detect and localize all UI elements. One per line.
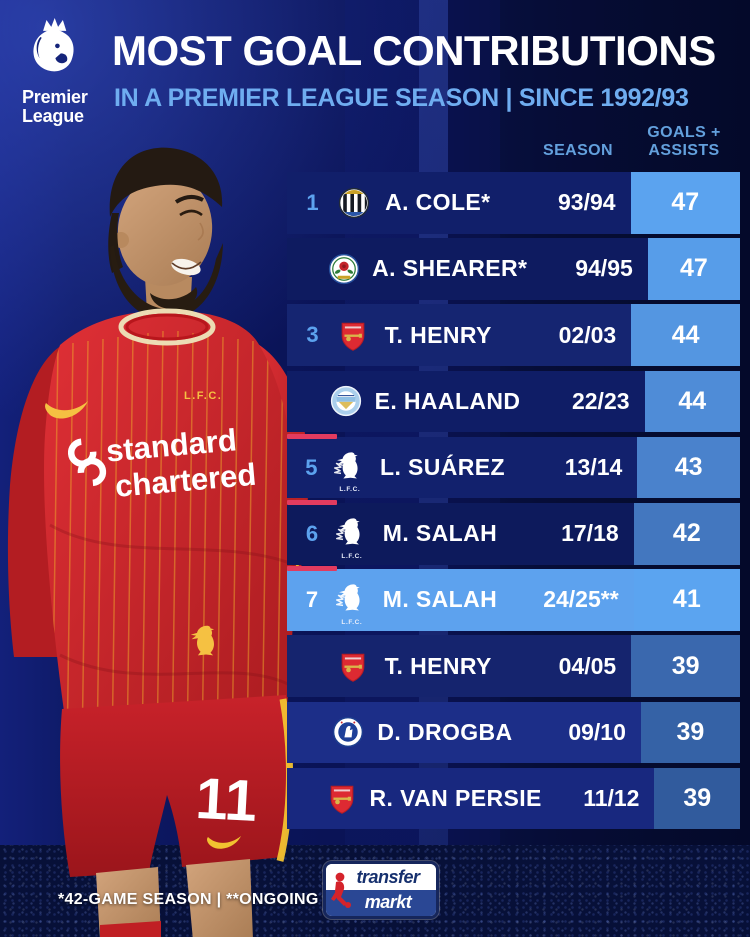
transfermarkt-player-icon: [331, 872, 351, 908]
column-header-season: SEASON: [543, 142, 613, 159]
table-row: 6 L.F.C. M. SALAH 17/18 42: [287, 499, 740, 565]
player-name: M. SALAH: [382, 586, 498, 613]
season-value: 93/94: [558, 189, 616, 216]
player-name: L. SUÁREZ: [380, 454, 505, 481]
season-value: 17/18: [561, 520, 619, 547]
club-badge-icon: [332, 172, 375, 234]
premier-league-logo: Premier League: [22, 14, 106, 126]
player-name: A. COLE*: [385, 189, 491, 216]
table-row: 7 L.F.C. M. SALAH 24/25** 41: [287, 566, 740, 631]
club-badge-icon: [324, 768, 360, 830]
season-value: 11/12: [583, 784, 640, 811]
rank-label: 7: [305, 586, 319, 612]
rank-label: 3: [306, 322, 319, 348]
shorts-number: 11: [194, 766, 259, 834]
season-value: 09/10: [568, 718, 626, 745]
rank-label: 5: [305, 454, 318, 480]
season-value: 13/14: [564, 454, 623, 481]
liverpool-accent-bar: [287, 433, 337, 439]
liverpool-accent-bar: [287, 499, 337, 505]
premier-league-wordmark: Premier League: [22, 87, 88, 126]
club-badge-icon: L.F.C.: [331, 503, 373, 565]
player-name: T. HENRY: [384, 321, 492, 348]
liverpool-accent-bar: [287, 566, 337, 572]
club-badge-icon: [328, 702, 367, 764]
goal-contributions-value: 44: [644, 370, 740, 433]
club-badge-icon: L.F.C.: [331, 569, 373, 631]
season-value: 22/23: [571, 387, 630, 414]
table-row: R. VAN PERSIE 11/12 39: [287, 767, 740, 830]
player-name: D. DROGBA: [377, 718, 513, 745]
premier-league-lion-icon: [33, 17, 74, 72]
footnote: *42-GAME SEASON | **ONGOING SEASON: [58, 891, 393, 908]
player-name: A. SHEARER*: [372, 255, 528, 282]
club-badge-icon: [332, 304, 375, 366]
goal-contributions-value: 39: [654, 767, 740, 830]
table-row: A. SHEARER* 94/95 47: [287, 238, 740, 300]
club-badge-text: L.F.C.: [341, 618, 363, 626]
goal-contributions-value: 44: [631, 304, 741, 366]
page-subtitle: IN A PREMIER LEAGUE SEASON | SINCE 1992/…: [114, 84, 689, 112]
player-name: T. HENRY: [384, 652, 492, 679]
player-name: E. HAALAND: [374, 387, 521, 414]
season-value: 04/05: [558, 652, 617, 679]
goal-contributions-value: 47: [630, 172, 740, 234]
goal-contributions-value: 39: [631, 635, 741, 697]
table-row: 5 L.F.C. L. SUÁREZ 13/14 43: [287, 433, 740, 499]
club-badge-icon: L.F.C.: [330, 437, 370, 499]
goal-contributions-value: 39: [640, 701, 741, 764]
season-value: 94/95: [575, 255, 633, 282]
jersey-lfc-text: L.F.C.: [184, 390, 222, 402]
table-rows: 1 A. COLE* 93/94 47 A. SHEARER* 94/95 47…: [287, 172, 741, 830]
club-badge-icon: [327, 371, 365, 433]
transfermarkt-logo: transfer markt: [323, 861, 439, 919]
page-title: MOST GOAL CONTRIBUTIONS: [112, 27, 716, 74]
goal-contributions-value: 47: [647, 238, 740, 300]
table-row: 1 A. COLE* 93/94 47: [287, 172, 740, 234]
goal-contributions-value: 41: [633, 569, 740, 631]
rank-label: 6: [305, 520, 319, 546]
club-badge-text: L.F.C.: [341, 552, 363, 560]
column-header-goals-assists: GOALS + ASSISTS: [647, 124, 721, 159]
table-row: E. HAALAND 22/23 44: [287, 370, 740, 433]
table-row: 3 T. HENRY 02/03 44: [287, 304, 741, 366]
rank-label: 1: [306, 189, 319, 215]
season-value: 02/03: [558, 321, 617, 348]
table-row: D. DROGBA 09/10 39: [287, 701, 741, 764]
club-badge-icon: [326, 238, 362, 300]
club-badge-text: L.F.C.: [339, 486, 361, 494]
club-badge-icon: [332, 635, 375, 697]
table-row: T. HENRY 04/05 39: [287, 635, 741, 697]
goal-contributions-value: 43: [637, 436, 740, 499]
season-value: 24/25**: [543, 586, 619, 613]
player-name: M. SALAH: [382, 520, 498, 547]
player-name: R. VAN PERSIE: [369, 784, 542, 811]
goal-contributions-value: 42: [633, 502, 740, 565]
